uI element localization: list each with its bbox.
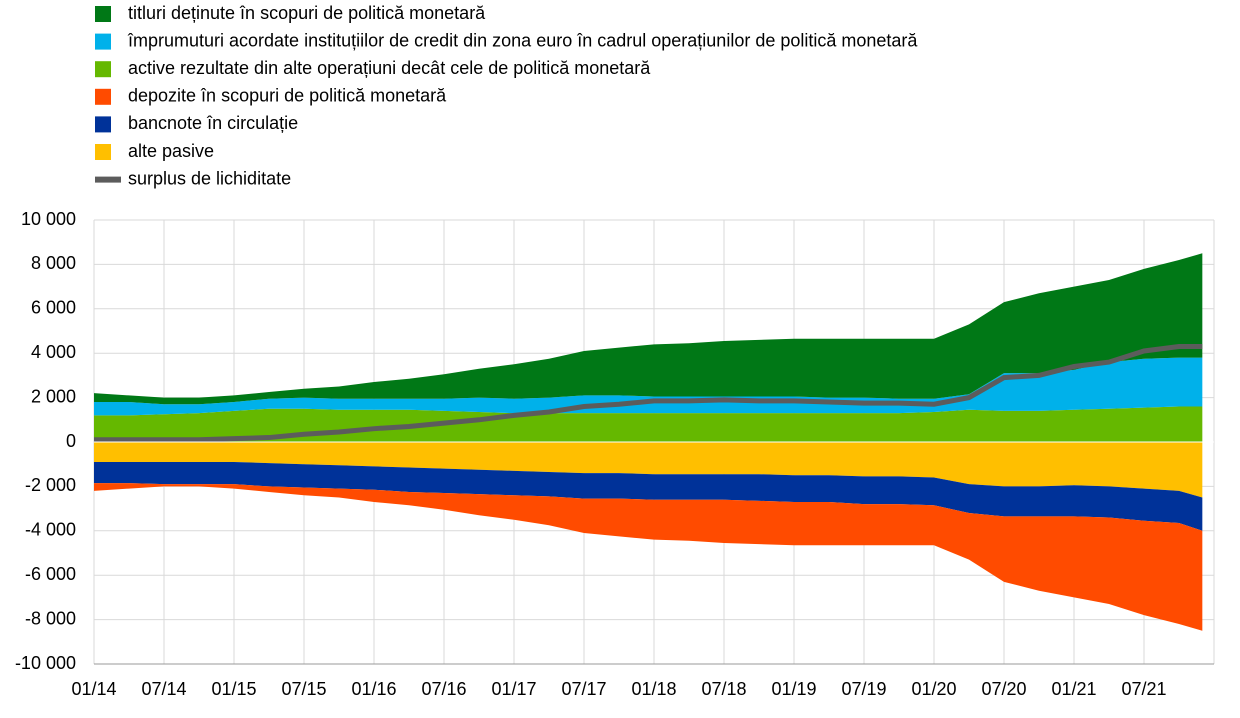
area [94, 357, 1203, 416]
x-tick-label: 01/17 [491, 679, 536, 699]
area [94, 406, 1203, 442]
x-tick-label: 01/15 [211, 679, 256, 699]
x-tick-label: 07/18 [701, 679, 746, 699]
x-tick-label: 01/16 [351, 679, 396, 699]
line [94, 344, 1203, 443]
x-tick-label: 07/14 [141, 679, 186, 699]
legend-label: surplus de lichiditate [128, 168, 291, 188]
x-tick-label: 07/21 [1121, 679, 1166, 699]
legend-label: depozite în scopuri de politică monetară [128, 86, 447, 106]
y-tick-label: -2 000 [25, 475, 76, 495]
y-tick-label: 2 000 [31, 386, 76, 406]
x-tick-label: 07/16 [421, 679, 466, 699]
x-tick-label: 01/21 [1051, 679, 1096, 699]
area [94, 253, 1203, 405]
legend-swatch [95, 88, 111, 105]
area [94, 461, 1203, 531]
y-tick-label: 0 [66, 431, 76, 451]
legend-label: bancnote în circulație [128, 113, 298, 133]
x-tick-label: 07/20 [981, 679, 1026, 699]
legend-label: titluri deținute în scopuri de politică … [128, 3, 486, 23]
legend-swatch [95, 176, 121, 183]
y-tick-label: -6 000 [25, 564, 76, 584]
x-tick-label: 07/19 [841, 679, 886, 699]
x-tick-label: 01/18 [631, 679, 676, 699]
x-tick-label: 01/14 [71, 679, 116, 699]
legend-swatch [95, 33, 111, 50]
x-tick-label: 07/17 [561, 679, 606, 699]
legend-label: active rezultate din alte operațiuni dec… [128, 58, 651, 78]
y-tick-label: -8 000 [25, 608, 76, 628]
y-tick-label: 4 000 [31, 342, 76, 362]
area [94, 483, 1203, 631]
y-tick-label: -4 000 [25, 520, 76, 540]
legend-swatch [95, 6, 111, 22]
legend-label: împrumuturi acordate instituțiilor de cr… [127, 30, 918, 50]
legend-label: alte pasive [128, 141, 214, 161]
legend-swatch [95, 61, 111, 78]
y-tick-label: 10 000 [21, 209, 76, 229]
y-tick-label: 6 000 [31, 298, 76, 318]
legend-swatch [95, 116, 111, 133]
x-tick-label: 01/20 [911, 679, 956, 699]
x-tick-label: 07/15 [281, 679, 326, 699]
legend-swatch [95, 144, 111, 160]
x-tick-label: 01/19 [771, 679, 816, 699]
y-tick-label: -10 000 [15, 653, 76, 673]
area [94, 442, 1203, 498]
y-tick-label: 8 000 [31, 253, 76, 273]
